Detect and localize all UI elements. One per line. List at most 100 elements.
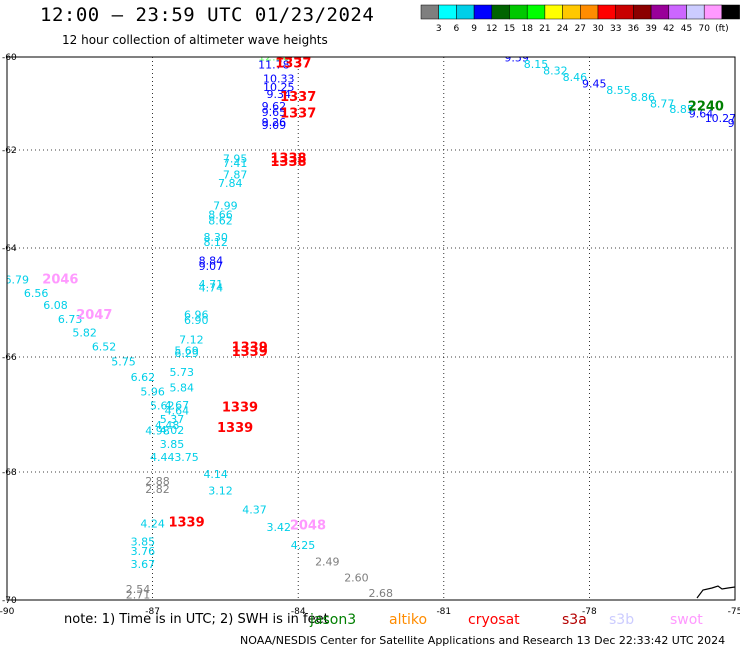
wave-height-value: 9.07 bbox=[199, 260, 224, 273]
wave-height-value: 4.48 bbox=[155, 419, 180, 432]
wave-height-value: 12.36 bbox=[258, 51, 290, 64]
wave-height-value: 8.86 bbox=[631, 91, 656, 104]
x-tick-label: -81 bbox=[436, 607, 451, 617]
wave-height-value: 6.29 bbox=[174, 347, 199, 360]
wave-height-value: 10.25 bbox=[263, 81, 295, 94]
wave-height-value: 3.16 bbox=[111, 630, 136, 643]
y-tick-label: -60 bbox=[2, 53, 17, 63]
wave-height-value: 7.99 bbox=[213, 199, 238, 212]
wave-height-value: 9.65 bbox=[262, 106, 287, 119]
wave-height-value: 3.76 bbox=[131, 545, 156, 558]
colorbar-label: 6 bbox=[454, 24, 460, 34]
wave-height-value: 4.25 bbox=[291, 539, 316, 552]
footnote: note: 1) Time is in UTC; 2) SWH is in fe… bbox=[64, 612, 329, 627]
wave-height-value: 11.78 bbox=[258, 59, 290, 72]
wave-height-value: 3.85 bbox=[160, 438, 185, 451]
y-tick-label: -66 bbox=[2, 353, 17, 363]
pass-number-label: 1337 bbox=[280, 90, 316, 105]
wave-height-value: 4.67 bbox=[165, 399, 190, 412]
pass-number-label: 1339 bbox=[217, 421, 253, 436]
wave-height-value: 7.87 bbox=[223, 168, 248, 181]
wave-height-value: 8.77 bbox=[650, 98, 675, 111]
wave-height-value: 5.37 bbox=[160, 413, 185, 426]
y-tick-label: -64 bbox=[2, 244, 17, 254]
wave-height-value: 8.84 bbox=[199, 254, 224, 267]
wave-height-value: 4.14 bbox=[203, 468, 228, 481]
colorbar-label: 15 bbox=[504, 24, 515, 34]
satellite-legend-item: s3a bbox=[562, 612, 587, 628]
x-tick-label: -84 bbox=[291, 607, 306, 617]
pass-number-label: 1338 bbox=[270, 155, 306, 170]
wave-height-value: 6.96 bbox=[184, 308, 209, 321]
colorbar-label: 39 bbox=[645, 24, 657, 34]
wave-height-value: 8.85 bbox=[669, 103, 694, 116]
coastline bbox=[696, 585, 735, 599]
wave-height-value: 2.68 bbox=[368, 587, 393, 600]
wave-height-value: 3.12 bbox=[208, 484, 233, 497]
wave-height-value: 9.26 bbox=[262, 116, 287, 129]
satellite-legend-item: cryosat bbox=[468, 612, 520, 628]
wave-height-value: 2.60 bbox=[344, 571, 369, 584]
colorbar-label: 3 bbox=[436, 24, 442, 34]
wave-height-value: 4.71 bbox=[199, 278, 224, 291]
wave-height-value: 5.73 bbox=[169, 366, 194, 379]
wave-height-value: 8.66 bbox=[208, 209, 233, 222]
pass-number-label: 1337 bbox=[275, 48, 311, 63]
pass-number-label: 1339 bbox=[168, 515, 204, 530]
plot-content: 12.3611.7810.3310.259.349.629.659.269.09… bbox=[4, 46, 740, 650]
wave-height-value: 9.81 bbox=[728, 117, 740, 130]
wave-height-value: 8.55 bbox=[606, 84, 631, 97]
wave-height-value: 9.62 bbox=[262, 100, 287, 113]
y-tick-label: -62 bbox=[2, 146, 17, 156]
wave-height-value: 8.46 bbox=[563, 71, 588, 84]
x-tick-label: -87 bbox=[145, 607, 160, 617]
wave-height-value: 10.33 bbox=[263, 73, 295, 86]
wave-height-value: 8.62 bbox=[208, 214, 233, 227]
x-tick-label: -75 bbox=[728, 607, 740, 617]
wave-height-value: 6.90 bbox=[184, 314, 209, 327]
wave-height-value: 9.34 bbox=[267, 88, 292, 101]
colorbar-label: 9 bbox=[471, 24, 477, 34]
pass-number-label: 2240 bbox=[688, 99, 724, 114]
pass-number-label: 1338 bbox=[270, 151, 306, 166]
wave-height-value: 5.84 bbox=[169, 382, 194, 395]
wave-height-value: 2.49 bbox=[315, 555, 340, 568]
pass-number-label: 1340 bbox=[130, 625, 166, 640]
wave-height-value: 8.15 bbox=[524, 58, 549, 71]
satellite-legend-item: jason3 bbox=[310, 612, 357, 628]
wave-height-value: 4.24 bbox=[140, 518, 165, 531]
chart-subtitle: 12 hour collection of altimeter wave hei… bbox=[62, 33, 328, 47]
pass-number-label: 1339 bbox=[232, 345, 268, 360]
wave-height-value: 6.79 bbox=[4, 273, 29, 286]
pass-number-label: 1339 bbox=[232, 341, 268, 356]
colorbar-label: 36 bbox=[628, 24, 640, 34]
wave-height-value: 9.45 bbox=[582, 78, 607, 91]
pass-number-label: 1339 bbox=[222, 401, 258, 416]
wave-height-value: 8.30 bbox=[203, 231, 228, 244]
pass-number-label: 2046 bbox=[42, 272, 78, 287]
wave-height-value: 4.02 bbox=[160, 424, 185, 437]
y-tick-label: -68 bbox=[2, 468, 17, 478]
wave-height-value: 3.26 bbox=[111, 641, 136, 650]
pass-number-label: 1337 bbox=[275, 57, 311, 72]
wave-height-value: 5.96 bbox=[140, 386, 165, 399]
wave-height-value: 9.35 bbox=[480, 46, 505, 59]
wave-height-value: 8.12 bbox=[203, 236, 228, 249]
wave-height-value: 2.82 bbox=[145, 483, 170, 496]
wave-height-value: 7.95 bbox=[223, 153, 248, 166]
wave-height-value: 4.44 bbox=[150, 451, 175, 464]
plot-frame bbox=[6, 56, 736, 601]
wave-height-value: 7.84 bbox=[218, 177, 243, 190]
wave-height-value: 9.59 bbox=[504, 52, 529, 65]
wave-height-value: 5.62 bbox=[150, 399, 175, 412]
pass-number-label: 1337 bbox=[280, 106, 316, 121]
wave-height-value: 5.82 bbox=[72, 326, 97, 339]
colorbar-label: 24 bbox=[557, 24, 569, 34]
wave-height-value: 4.98 bbox=[145, 425, 170, 438]
wave-height-value: 3.75 bbox=[174, 451, 199, 464]
wave-height-value: 4.74 bbox=[199, 282, 224, 295]
colorbar-label: 70 bbox=[698, 24, 710, 34]
colorbar-label: 21 bbox=[539, 24, 550, 34]
wave-height-colorbar: 3 6 9 12 15 18 21 24 27 30 33 36 39 42 45 70 (ft) bbox=[420, 4, 740, 34]
